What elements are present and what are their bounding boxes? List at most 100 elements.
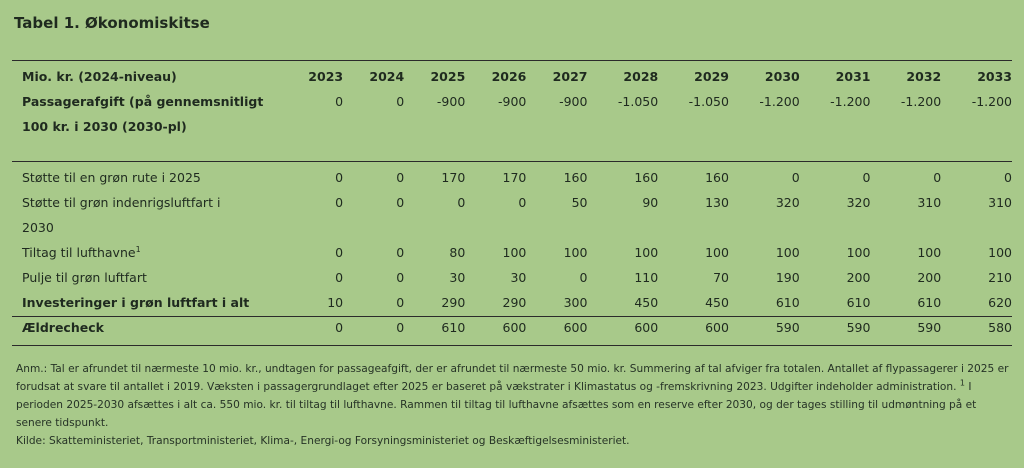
table-cell: 600	[705, 320, 729, 335]
table-row: Pulje til grøn luftfart 0 0 30 30 0 110 70 190 20…	[12, 265, 1012, 290]
table-cell: -1.050	[617, 94, 659, 109]
row-label: Passagerafgift (på gennemsnitligt 100 kr.…	[22, 94, 264, 134]
economy-table: Mio. kr. (2024-niveau) 2023 2024 2025 20…	[12, 64, 1012, 340]
table-cell: 100	[917, 245, 942, 260]
year-header: 2028	[623, 69, 659, 84]
table-notes: Anm.: Tal er afrundet til nærmeste 10 mi…	[16, 360, 1011, 450]
table-cell: 200	[917, 270, 942, 285]
year-header: 2025	[430, 69, 466, 84]
table-cell: 100	[502, 245, 527, 260]
rule-top	[12, 60, 1012, 61]
table-cell: -1.200	[900, 94, 942, 109]
table-cell: 450	[634, 295, 659, 310]
table-cell: 0	[457, 195, 466, 210]
rule-after-passenger	[12, 161, 1012, 162]
table-cell: 170	[502, 170, 527, 185]
table-cell: 190	[775, 270, 800, 285]
rule-before-total	[12, 316, 1012, 317]
year-header: 2031	[835, 69, 871, 84]
table-cell: -900	[498, 94, 527, 109]
table-row: Tiltag til lufthavne1 0 0 80 100 100 100 100 100…	[12, 240, 1012, 265]
table-cell: 300	[563, 295, 588, 310]
table-cell: 160	[634, 170, 659, 185]
table-cell: 30	[449, 270, 466, 285]
table-cell: 0	[518, 195, 527, 210]
table-row: Passagerafgift (på gennemsnitligt 100 kr.…	[12, 89, 1012, 139]
table-row: Støtte til grøn indenrigsluftfart i 2030 0…	[12, 190, 1012, 240]
table-cell: 100	[846, 245, 871, 260]
row-label: Investeringer i grøn luftfart i alt	[22, 295, 250, 310]
table-cell: 100	[705, 245, 729, 260]
table-cell: 0	[396, 94, 405, 109]
unit-label: Mio. kr. (2024-niveau)	[22, 69, 177, 84]
row-label: Støtte til grøn indenrigsluftfart i 2030	[22, 195, 221, 235]
footnote-mark: 1	[959, 378, 965, 388]
table-cell: 100	[563, 245, 588, 260]
table-cell: 0	[579, 270, 588, 285]
table-cell: -1.200	[971, 94, 1012, 109]
note-source: Kilde: Skatteministeriet, Transportminis…	[16, 435, 630, 447]
table-cell: 0	[396, 245, 405, 260]
table-cell: 130	[705, 195, 729, 210]
table-title: Tabel 1. Økonomiskitse	[14, 14, 210, 32]
table-cell: 0	[1004, 170, 1012, 185]
table-row: Ældrecheck 0 0 610 600 600 600 600 590 590 590 580	[12, 315, 1012, 340]
table-cell: 0	[335, 320, 344, 335]
table-cell: 0	[396, 170, 405, 185]
year-header: 2033	[977, 69, 1012, 84]
year-header: 2032	[906, 69, 942, 84]
table-cell: 610	[441, 320, 466, 335]
table-cell: 590	[917, 320, 942, 335]
table-cell: 0	[396, 295, 405, 310]
table-cell: 80	[449, 245, 466, 260]
table-cell: 0	[335, 195, 344, 210]
table-cell: 200	[846, 270, 871, 285]
table-cell: 30	[510, 270, 527, 285]
footnote-mark: 1	[135, 244, 141, 254]
table-cell: 0	[396, 270, 405, 285]
table-cell: 0	[335, 270, 344, 285]
table-cell: 310	[988, 195, 1012, 210]
table-cell: 0	[791, 170, 800, 185]
spacer-row	[12, 139, 1012, 165]
table-cell: 320	[846, 195, 871, 210]
table-cell: 160	[563, 170, 588, 185]
table-cell: 170	[441, 170, 466, 185]
table-cell: 320	[775, 195, 800, 210]
table-cell: 0	[335, 245, 344, 260]
rule-bottom	[12, 345, 1012, 346]
table-cell: 610	[917, 295, 942, 310]
year-header: 2026	[491, 69, 527, 84]
table-cell: 0	[396, 320, 405, 335]
table-cell: 590	[775, 320, 800, 335]
table-cell: 0	[396, 195, 405, 210]
table-cell: 290	[502, 295, 527, 310]
year-header: 2027	[552, 69, 588, 84]
table-cell: -900	[559, 94, 588, 109]
table-cell: -1.200	[759, 94, 800, 109]
table-cell: 100	[988, 245, 1012, 260]
table-cell: -1.200	[830, 94, 871, 109]
table-cell: 310	[917, 195, 942, 210]
table-row: Investeringer i grøn luftfart i alt 10 0 29…	[12, 290, 1012, 315]
table-cell: 110	[634, 270, 659, 285]
table-cell: 210	[988, 270, 1012, 285]
table-cell: 580	[988, 320, 1012, 335]
table-cell: 100	[634, 245, 659, 260]
row-label: Pulje til grøn luftfart	[22, 270, 147, 285]
footnote-text: I perioden 2025-2030 afsættes i alt ca. …	[16, 381, 977, 429]
table-cell: 0	[335, 170, 344, 185]
table-cell: 610	[775, 295, 800, 310]
year-header: 2023	[308, 69, 344, 84]
table-cell: 620	[988, 295, 1012, 310]
table-cell: 50	[571, 195, 588, 210]
table-cell: 100	[775, 245, 800, 260]
year-header: 2029	[694, 69, 729, 84]
table-cell: 600	[634, 320, 659, 335]
table-cell: 600	[563, 320, 588, 335]
table-cell: 0	[335, 94, 344, 109]
table-cell: 70	[713, 270, 729, 285]
table-cell: 90	[642, 195, 659, 210]
table-cell: 160	[705, 170, 729, 185]
